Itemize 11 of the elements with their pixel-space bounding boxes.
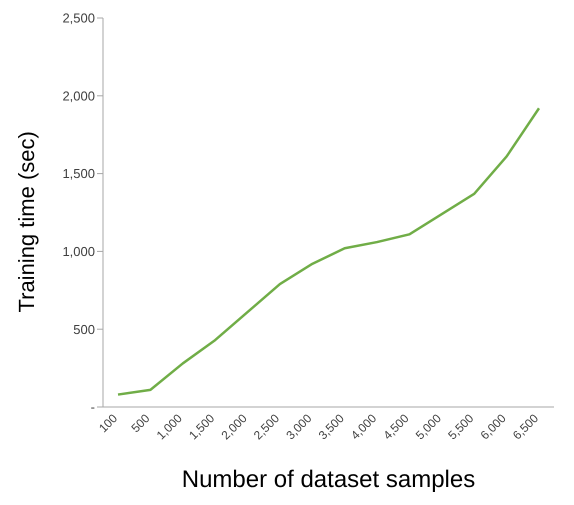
y-tick-label: 1,500	[62, 166, 95, 182]
x-tick-label: 100	[96, 411, 120, 436]
y-axis-title: Training time (sec)	[14, 131, 39, 312]
y-tick-label: -	[90, 400, 95, 415]
y-tick-label: 1,000	[62, 244, 95, 260]
y-tick-label: 2,500	[62, 10, 95, 26]
y-tick-label: 2,000	[62, 88, 95, 104]
line-series	[116, 107, 540, 396]
x-axis-title: Number of dataset samples	[182, 466, 476, 493]
y-tick-label: 500	[73, 322, 95, 337]
x-tick-label: 500	[128, 411, 153, 436]
